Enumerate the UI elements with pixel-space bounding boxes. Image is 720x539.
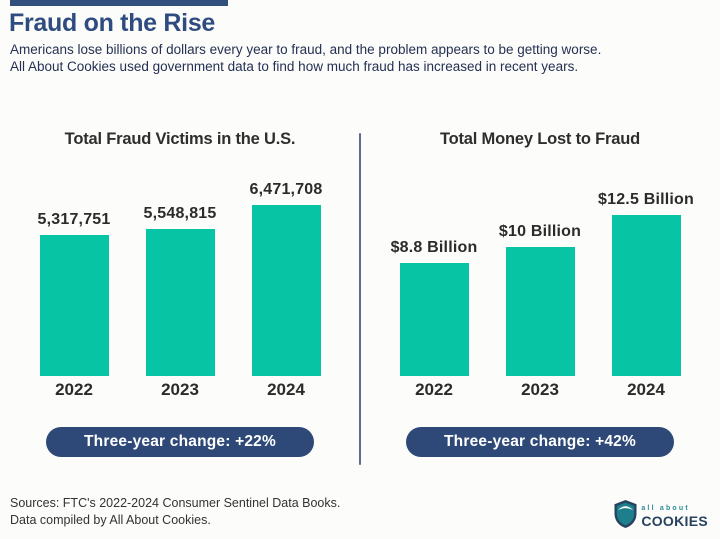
chart-money-lost: Total Money Lost to Fraud $8.8 Billion $… bbox=[360, 122, 720, 457]
x-axis-labels: 2022 2023 2024 bbox=[360, 380, 720, 400]
sources-text: Sources: FTC's 2022-2024 Consumer Sentin… bbox=[10, 495, 340, 528]
year-label: 2024 bbox=[267, 380, 305, 399]
chart-fraud-victims: Total Fraud Victims in the U.S. 5,317,75… bbox=[0, 122, 360, 457]
x-axis-labels: 2022 2023 2024 bbox=[0, 380, 360, 400]
sources-line-1: Sources: FTC's 2022-2024 Consumer Sentin… bbox=[10, 496, 341, 510]
three-year-change-badge: Three-year change: +22% bbox=[46, 427, 314, 457]
bar-2022 bbox=[399, 263, 469, 376]
shield-cookie-icon bbox=[613, 499, 638, 534]
bar-group-2023: 5,548,815 bbox=[143, 205, 217, 376]
chart-title: Total Fraud Victims in the U.S. bbox=[64, 130, 296, 148]
three-year-change-badge: Three-year change: +42% bbox=[406, 427, 674, 457]
bar-plot: 5,317,751 5,548,815 6,471,708 bbox=[0, 150, 360, 376]
bar-value-label: $10 Billion bbox=[498, 223, 582, 240]
bar-value-label: $8.8 Billion bbox=[390, 239, 478, 256]
year-label: 2022 bbox=[55, 380, 93, 399]
sources-line-2: Data compiled by All About Cookies. bbox=[10, 512, 211, 527]
title-accent-bar bbox=[10, 0, 228, 6]
description-line-1: Americans lose billions of dollars every… bbox=[10, 42, 602, 57]
bar-group-2024: 6,471,708 bbox=[249, 181, 323, 376]
all-about-cookies-logo: all about COOKIES bbox=[613, 499, 708, 534]
bar-2022 bbox=[39, 235, 109, 376]
page-description: Americans lose billions of dollars every… bbox=[10, 42, 716, 75]
bar-group-2024: $12.5 Billion bbox=[598, 191, 694, 376]
bar-2023 bbox=[145, 229, 215, 376]
bar-value-label: $12.5 Billion bbox=[598, 191, 694, 208]
chart-title: Total Money Lost to Fraud bbox=[439, 130, 641, 148]
year-label: 2022 bbox=[415, 380, 453, 399]
year-label: 2023 bbox=[161, 380, 199, 399]
bar-value-label: 6,471,708 bbox=[249, 181, 323, 198]
year-label: 2024 bbox=[627, 380, 665, 399]
logo-bottom-text: COOKIES bbox=[641, 512, 708, 529]
chart-divider bbox=[359, 133, 361, 465]
page-title: Fraud on the Rise bbox=[9, 9, 216, 37]
bar-value-label: 5,548,815 bbox=[143, 205, 217, 222]
bar-group-2022: $8.8 Billion bbox=[391, 239, 477, 376]
bar-group-2022: 5,317,751 bbox=[37, 211, 111, 376]
bar-2024 bbox=[251, 205, 321, 376]
bar-group-2023: $10 Billion bbox=[499, 223, 581, 376]
bar-2024 bbox=[611, 215, 681, 376]
bar-2023 bbox=[505, 247, 575, 376]
bar-value-label: 5,317,751 bbox=[37, 211, 111, 228]
logo-top-text: all about bbox=[641, 504, 690, 512]
year-label: 2023 bbox=[521, 380, 559, 399]
description-line-2: All About Cookies used government data t… bbox=[10, 58, 579, 74]
bar-plot: $8.8 Billion $10 Billion $12.5 Billion bbox=[360, 150, 720, 376]
